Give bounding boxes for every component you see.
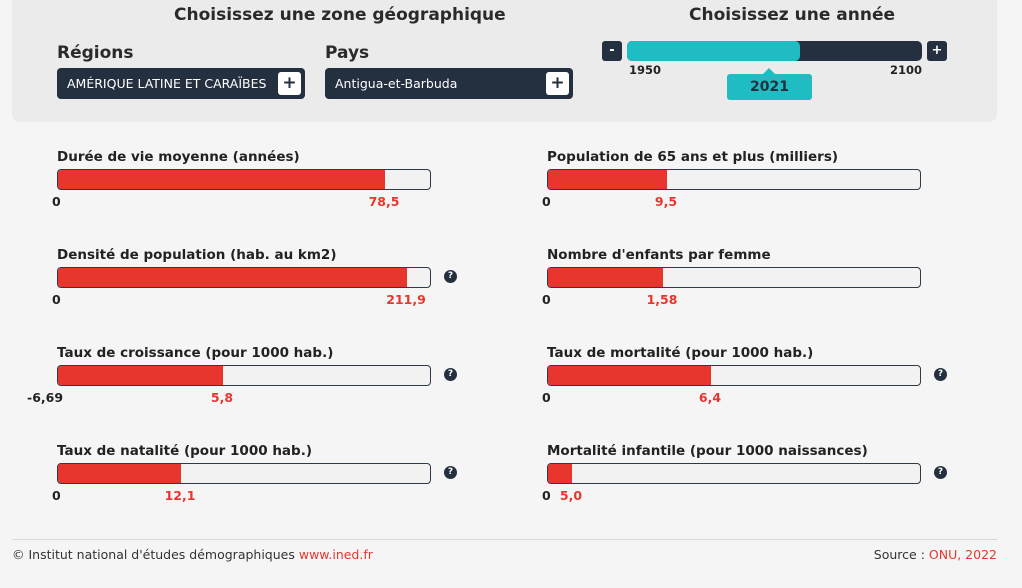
help-icon[interactable]: ? [444, 368, 457, 381]
indicator-bar-fill [58, 366, 223, 385]
indicator-bar [547, 365, 921, 386]
footer-divider [12, 539, 997, 540]
indicator-bar-fill [58, 170, 385, 189]
indicator-value: 6,4 [698, 390, 722, 405]
indicator-label: Population de 65 ans et plus (milliers) [547, 149, 839, 165]
footer-copyright: © Institut national d'études démographiq… [12, 547, 373, 562]
source-prefix: Source : [873, 547, 929, 562]
year-slider[interactable] [627, 41, 922, 61]
year-current-badge: 2021 [727, 68, 812, 100]
regions-plus-button[interactable]: + [278, 72, 301, 95]
zone-title: Choisissez une zone géographique [174, 5, 506, 25]
year-slider-fill [627, 41, 800, 61]
indicator: Densité de population (hab. au km2) 0 211,… [52, 247, 477, 317]
indicator-label: Durée de vie moyenne (années) [57, 149, 300, 165]
help-icon[interactable]: ? [934, 466, 947, 479]
source-link[interactable]: ONU, 2022 [928, 547, 997, 562]
year-plus-button[interactable]: + [927, 41, 947, 61]
indicator-bar-fill [58, 464, 181, 483]
indicator-min: 0 [542, 194, 551, 209]
indicator-value: 211,9 [386, 292, 426, 307]
regions-label: Régions [57, 43, 134, 63]
help-icon[interactable]: ? [444, 466, 457, 479]
indicator-bar [57, 267, 431, 288]
indicator: Taux de mortalité (pour 1000 hab.) 0 6,4? [542, 345, 967, 415]
indicator-value: 78,5 [368, 194, 400, 209]
year-minus-button[interactable]: - [602, 41, 622, 61]
indicator: Mortalité infantile (pour 1000 naissance… [542, 443, 967, 513]
indicator-min: 0 [542, 488, 551, 503]
indicator-value: 12,1 [164, 488, 196, 503]
regions-value: AMÉRIQUE LATINE ET CARAÏBES [67, 76, 267, 91]
pays-select[interactable]: Antigua-et-Barbuda + [325, 68, 573, 99]
pays-value: Antigua-et-Barbuda [335, 76, 458, 91]
ined-link[interactable]: www.ined.fr [298, 547, 373, 562]
indicator-bar-fill [58, 268, 407, 287]
indicator-bar-fill [548, 366, 711, 385]
year-max-label: 2100 [890, 63, 923, 77]
indicator-bar-fill [548, 464, 572, 483]
indicator: Taux de croissance (pour 1000 hab.) -6,69… [27, 345, 477, 415]
indicator-bar [547, 169, 921, 190]
indicator-min: 0 [542, 292, 551, 307]
copyright-text: © Institut national d'études démographiq… [12, 547, 299, 562]
footer-source: Source : ONU, 2022 [874, 547, 997, 562]
indicator-bar [57, 463, 431, 484]
indicator-bar [57, 169, 431, 190]
indicator-value: 9,5 [654, 194, 678, 209]
indicator-min: 0 [542, 390, 551, 405]
pays-label: Pays [325, 43, 370, 63]
selection-panel [12, 0, 997, 122]
year-min-label: 1950 [629, 63, 662, 77]
indicator-bar [547, 463, 921, 484]
indicator-min: 0 [52, 194, 61, 209]
regions-select[interactable]: AMÉRIQUE LATINE ET CARAÏBES + [57, 68, 305, 99]
indicator-label: Nombre d'enfants par femme [547, 247, 771, 263]
indicator: Durée de vie moyenne (années) 0 78,5 [52, 149, 477, 219]
indicator-label: Taux de croissance (pour 1000 hab.) [57, 345, 334, 361]
indicator-min: -6,69 [27, 390, 64, 405]
indicator-value: 5,8 [210, 390, 234, 405]
indicator-value: 1,58 [646, 292, 678, 307]
indicator-min: 0 [52, 488, 61, 503]
indicator-label: Densité de population (hab. au km2) [57, 247, 337, 263]
indicator-label: Taux de natalité (pour 1000 hab.) [57, 443, 312, 459]
help-icon[interactable]: ? [444, 270, 457, 283]
help-icon[interactable]: ? [934, 368, 947, 381]
indicator-bar [57, 365, 431, 386]
indicator: Population de 65 ans et plus (milliers) 0… [542, 149, 967, 219]
year-title: Choisissez une année [689, 5, 896, 25]
indicator-bar [547, 267, 921, 288]
indicator-label: Mortalité infantile (pour 1000 naissance… [547, 443, 868, 459]
indicator-value: 5,0 [559, 488, 583, 503]
indicator-label: Taux de mortalité (pour 1000 hab.) [547, 345, 814, 361]
indicator: Taux de natalité (pour 1000 hab.) 0 12,1? [52, 443, 477, 513]
indicator-min: 0 [52, 292, 61, 307]
indicator-bar-fill [548, 268, 663, 287]
indicator-bar-fill [548, 170, 667, 189]
indicator: Nombre d'enfants par femme 0 1,58 [542, 247, 967, 317]
pays-plus-button[interactable]: + [546, 72, 569, 95]
